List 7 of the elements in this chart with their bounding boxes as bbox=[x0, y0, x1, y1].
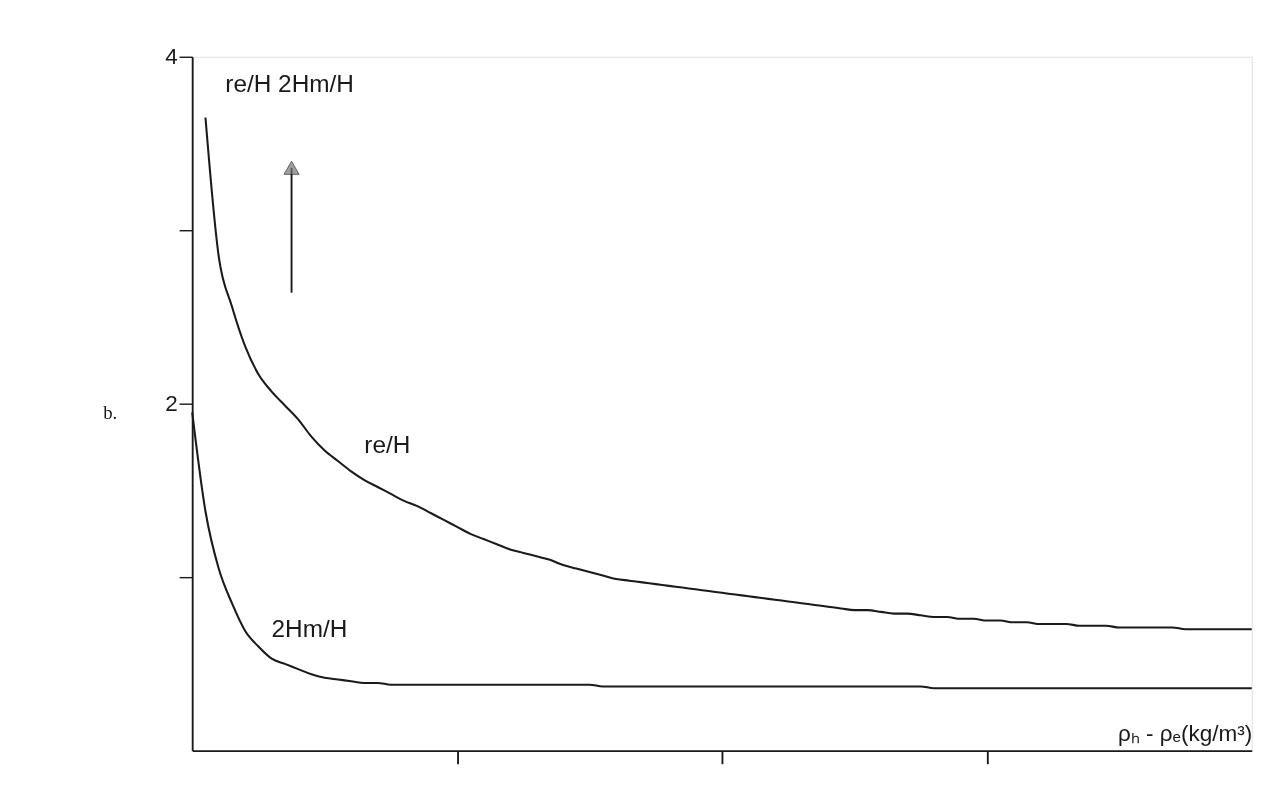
y-tick-label: 2 bbox=[165, 390, 178, 416]
y-tick-label: 4 bbox=[165, 43, 178, 69]
series-label: 2Hm/H bbox=[271, 615, 348, 643]
y-axis-title: re/H 2Hm/H bbox=[225, 70, 354, 98]
text: b. bbox=[103, 401, 118, 423]
x-axis-title: ρₕ - ρₑ(kg/m³) bbox=[1118, 720, 1253, 746]
series-label: re/H bbox=[364, 430, 411, 458]
